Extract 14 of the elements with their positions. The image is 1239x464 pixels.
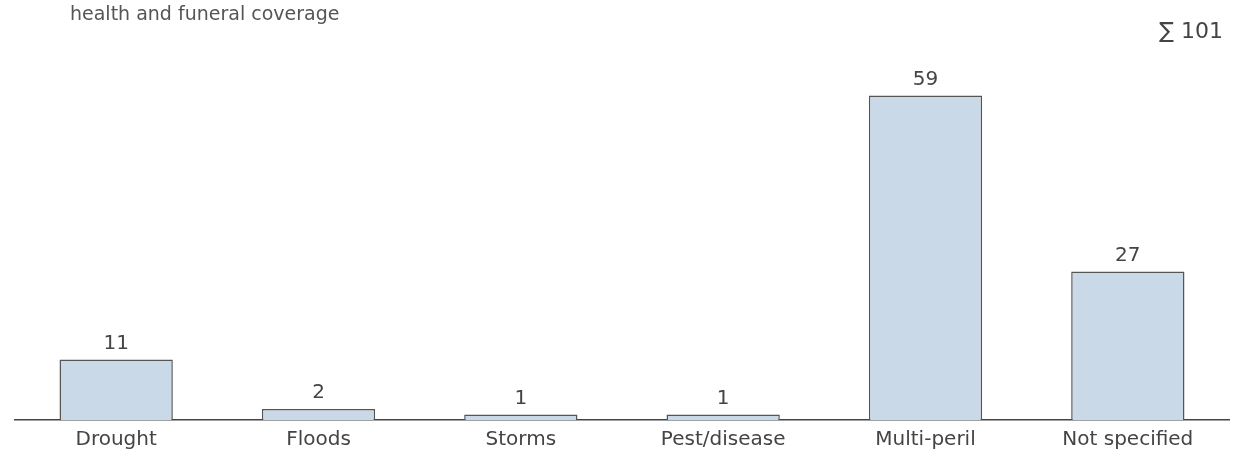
x-tick-label: Drought xyxy=(75,426,157,451)
x-tick-label: Storms xyxy=(485,426,557,451)
x-tick-label: Not specified xyxy=(1062,426,1194,451)
data-label: 1 xyxy=(514,384,528,409)
data-label: 59 xyxy=(912,65,939,90)
data-label: 11 xyxy=(103,329,129,354)
chart-title: health and funeral coverage xyxy=(70,2,340,24)
data-label: 27 xyxy=(1115,241,1141,266)
text: ∑ 101 xyxy=(1159,18,1223,43)
x-tick-label: Pest/disease xyxy=(660,426,786,451)
x-tick-label: Multi-peril xyxy=(875,426,976,451)
x-tick-label: Floods xyxy=(286,426,351,451)
data-label: 2 xyxy=(312,379,325,404)
data-label: 1 xyxy=(716,384,730,409)
